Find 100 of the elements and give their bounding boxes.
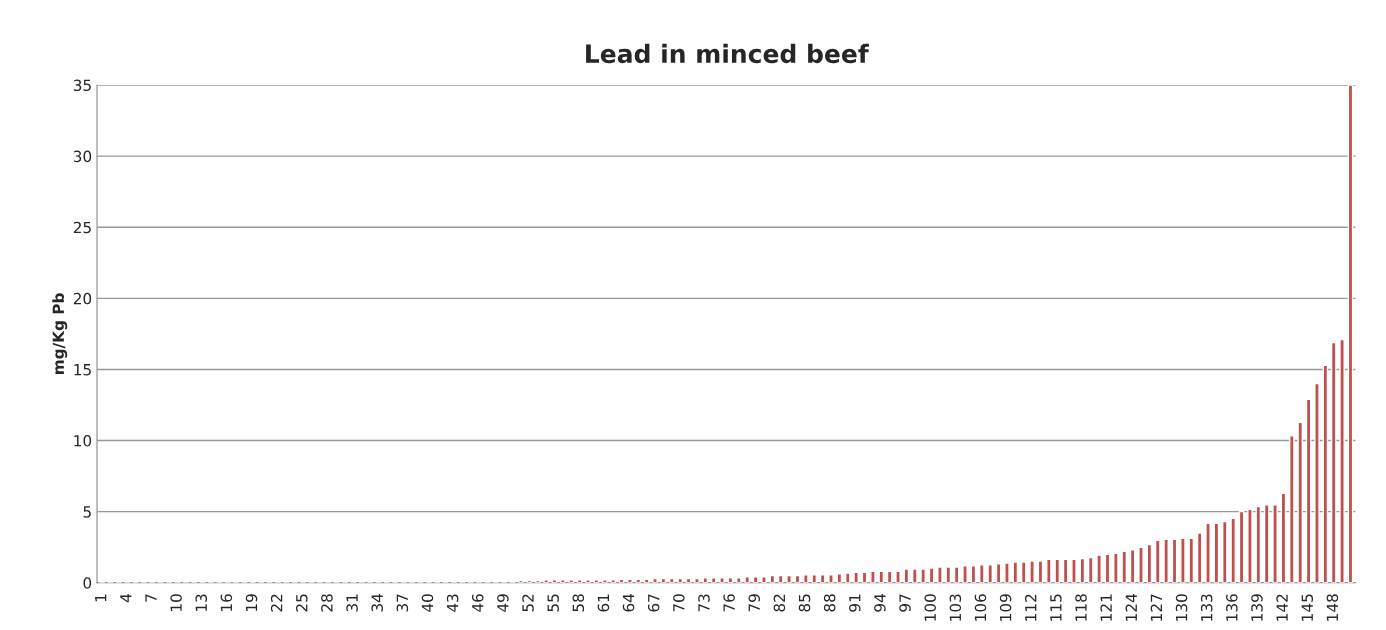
bar	[1096, 554, 1102, 583]
x-tick-label: 79	[748, 594, 761, 612]
bar	[920, 568, 926, 583]
x-tick-label: 70	[673, 594, 685, 612]
x-tick-label: 127	[1150, 594, 1162, 621]
bar	[1138, 546, 1144, 583]
x-tick-label: 7	[145, 594, 157, 602]
bar	[945, 566, 952, 583]
bar	[744, 576, 751, 583]
bar	[601, 579, 608, 583]
y-tick-label: 0	[83, 577, 92, 589]
x-tick-label: 97	[899, 594, 911, 612]
bar	[669, 577, 675, 583]
y-tick-label: 20	[73, 292, 92, 305]
bar	[1330, 341, 1337, 583]
x-tick-label: 112	[1024, 594, 1037, 621]
x-tick-label: 142	[1276, 594, 1288, 621]
bar	[979, 563, 985, 583]
x-tick-label: 55	[547, 594, 559, 612]
x-tick-label: 13	[195, 594, 208, 611]
bar	[895, 570, 901, 583]
x-tick-label: 100	[924, 594, 936, 621]
bar	[1154, 539, 1161, 583]
x-tick-label: 106	[974, 594, 987, 621]
y-tick-label: 10	[74, 435, 92, 447]
x-tick-label: 76	[723, 594, 735, 612]
x-tick-label: 130	[1175, 594, 1188, 621]
x-tick-label: 145	[1301, 594, 1314, 621]
x-tick-label: 91	[849, 594, 861, 612]
bar	[1188, 537, 1195, 583]
bar	[786, 574, 792, 583]
bar	[1121, 550, 1128, 583]
bar	[585, 579, 591, 583]
x-tick-label: 40	[421, 594, 434, 612]
x-tick-label: 19	[245, 594, 258, 611]
x-tick-label: 67	[647, 594, 660, 612]
bar	[1046, 558, 1052, 583]
bar	[652, 577, 658, 583]
y-tick-label: 30	[73, 150, 92, 163]
bar	[844, 572, 851, 583]
bar	[1205, 522, 1211, 583]
bar	[1180, 537, 1186, 583]
x-tick-label: 58	[572, 594, 585, 612]
bar	[878, 570, 885, 583]
bar	[560, 579, 566, 583]
bar	[1247, 508, 1253, 583]
x-tick-label: 118	[1075, 594, 1087, 621]
bar	[736, 577, 742, 583]
bar	[610, 579, 616, 583]
bar	[1071, 558, 1077, 583]
x-tick-label: 61	[597, 594, 610, 612]
bar	[543, 579, 549, 583]
bar	[1297, 421, 1303, 583]
bar	[1029, 560, 1035, 583]
bar	[1222, 520, 1228, 583]
x-tick-label: 49	[497, 594, 509, 612]
bar	[962, 564, 968, 583]
bar	[853, 571, 859, 583]
bar	[811, 574, 818, 583]
bar	[911, 568, 918, 583]
bar	[568, 579, 575, 583]
bar	[1347, 85, 1354, 583]
bar	[870, 570, 876, 583]
x-tick-label: 37	[396, 594, 409, 612]
chart-title: Lead in minced beef	[586, 43, 869, 64]
x-tick-label: 22	[270, 594, 283, 612]
y-tick-label: 15	[74, 364, 91, 376]
x-tick-label: 103	[949, 594, 962, 621]
x-tick-label: 121	[1100, 594, 1112, 621]
bar	[1054, 558, 1061, 583]
x-tick-label: 133	[1200, 594, 1213, 621]
bar	[937, 566, 943, 583]
bar	[1289, 435, 1295, 583]
x-tick-label: 94	[874, 594, 886, 612]
y-axis-title: mg/Kg Pb	[52, 293, 68, 374]
x-tick-label: 82	[773, 594, 786, 612]
x-tick-label: 88	[823, 594, 836, 612]
bar	[953, 566, 960, 583]
x-tick-label: 124	[1125, 594, 1137, 621]
x-tick-label: 16	[220, 594, 233, 611]
x-tick-label: 85	[798, 594, 811, 612]
x-tick-label: 109	[999, 594, 1012, 621]
x-tick-label: 43	[446, 594, 459, 612]
bar	[1113, 552, 1119, 583]
x-tick-label: 73	[698, 594, 710, 612]
x-tick-label: 115	[1050, 594, 1062, 621]
x-tick-label: 28	[321, 594, 333, 612]
bar	[1314, 382, 1320, 583]
y-tick-label: 5	[83, 506, 91, 518]
x-tick-label: 136	[1226, 594, 1238, 621]
y-tick-label: 25	[73, 221, 91, 234]
bar	[1087, 556, 1094, 583]
y-tick-label: 35	[73, 79, 91, 92]
bar	[677, 577, 683, 583]
x-tick-label: 139	[1251, 594, 1263, 621]
bar	[694, 577, 700, 583]
bar	[1163, 538, 1169, 583]
bar	[803, 574, 809, 583]
bar	[1004, 562, 1010, 583]
x-tick-label: 34	[371, 594, 383, 612]
